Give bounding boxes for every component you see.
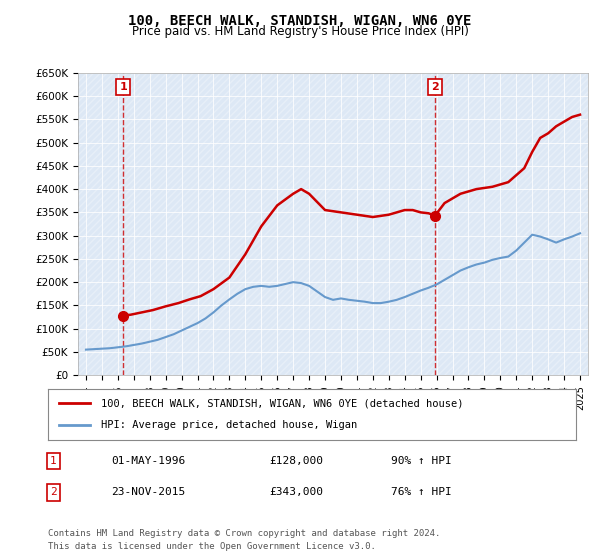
Text: HPI: Average price, detached house, Wigan: HPI: Average price, detached house, Wiga… (101, 421, 357, 431)
Text: Price paid vs. HM Land Registry's House Price Index (HPI): Price paid vs. HM Land Registry's House … (131, 25, 469, 38)
Text: 23-NOV-2015: 23-NOV-2015 (112, 487, 185, 497)
Text: 100, BEECH WALK, STANDISH, WIGAN, WN6 0YE (detached house): 100, BEECH WALK, STANDISH, WIGAN, WN6 0Y… (101, 398, 463, 408)
Text: Contains HM Land Registry data © Crown copyright and database right 2024.: Contains HM Land Registry data © Crown c… (48, 529, 440, 538)
Text: 2: 2 (50, 487, 56, 497)
Text: 100, BEECH WALK, STANDISH, WIGAN, WN6 0YE: 100, BEECH WALK, STANDISH, WIGAN, WN6 0Y… (128, 14, 472, 28)
Text: 01-MAY-1996: 01-MAY-1996 (112, 456, 185, 466)
Text: 76% ↑ HPI: 76% ↑ HPI (391, 487, 452, 497)
Text: 90% ↑ HPI: 90% ↑ HPI (391, 456, 452, 466)
Text: £128,000: £128,000 (270, 456, 324, 466)
Text: This data is licensed under the Open Government Licence v3.0.: This data is licensed under the Open Gov… (48, 542, 376, 550)
Text: 1: 1 (119, 82, 127, 92)
Text: 1: 1 (50, 456, 56, 466)
Text: 2: 2 (431, 82, 439, 92)
Text: £343,000: £343,000 (270, 487, 324, 497)
